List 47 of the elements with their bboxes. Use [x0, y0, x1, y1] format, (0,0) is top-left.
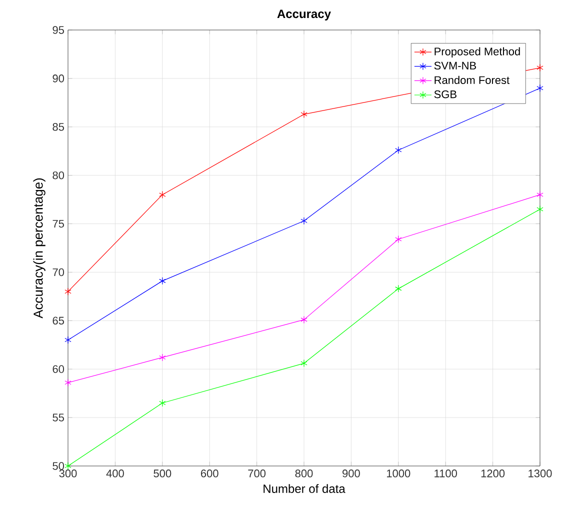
point	[395, 146, 402, 154]
y-tick-label: 90	[52, 74, 64, 82]
point	[64, 288, 72, 296]
point	[64, 336, 72, 344]
x-axis-title: Number of data	[264, 484, 346, 493]
point	[395, 235, 402, 244]
x-tick-label: 500	[154, 470, 172, 478]
point	[159, 277, 166, 285]
legend-label: Proposed Method	[434, 47, 520, 58]
y-tick-label: 75	[52, 220, 64, 228]
x-tick-label: 400	[106, 470, 124, 478]
x-tick-label: 300	[59, 470, 77, 478]
point	[536, 190, 544, 198]
y-axis-title: Accuracy(in percentage)	[33, 178, 46, 318]
point	[536, 205, 544, 214]
point	[159, 190, 166, 198]
y-tick-label: 95	[52, 26, 64, 34]
x-tick-label: 800	[295, 470, 313, 478]
point	[159, 399, 166, 407]
x-tick-label: 900	[342, 470, 360, 478]
legend-label: Random Forest	[434, 76, 510, 84]
y-tick-label: 85	[52, 123, 64, 131]
y-tick-label: 70	[52, 268, 64, 276]
point	[300, 217, 308, 225]
point	[536, 64, 544, 72]
point	[64, 378, 72, 386]
legend-label: SGB	[434, 90, 456, 98]
y-tick-label: 65	[52, 316, 64, 325]
x-tick-label: 1100	[434, 470, 457, 478]
point	[536, 84, 544, 92]
legend-label: SVM-NB	[434, 62, 476, 70]
chart-title: Accuracy	[277, 10, 331, 20]
y-tick-label: 80	[52, 171, 64, 180]
x-tick-label: 1200	[481, 470, 505, 478]
point	[300, 316, 308, 324]
point	[159, 354, 166, 362]
point	[300, 110, 308, 118]
x-tick-label: 600	[200, 470, 218, 478]
x-tick-label: 1300	[528, 470, 552, 478]
y-tick-label: 50	[52, 462, 64, 470]
x-tick-label: 700	[248, 470, 266, 478]
point	[395, 284, 402, 292]
x-tick-label: 1000	[386, 470, 410, 478]
point	[64, 462, 72, 470]
y-tick-label: 60	[52, 365, 64, 373]
point	[300, 359, 308, 368]
y-tick-label: 55	[52, 414, 64, 422]
